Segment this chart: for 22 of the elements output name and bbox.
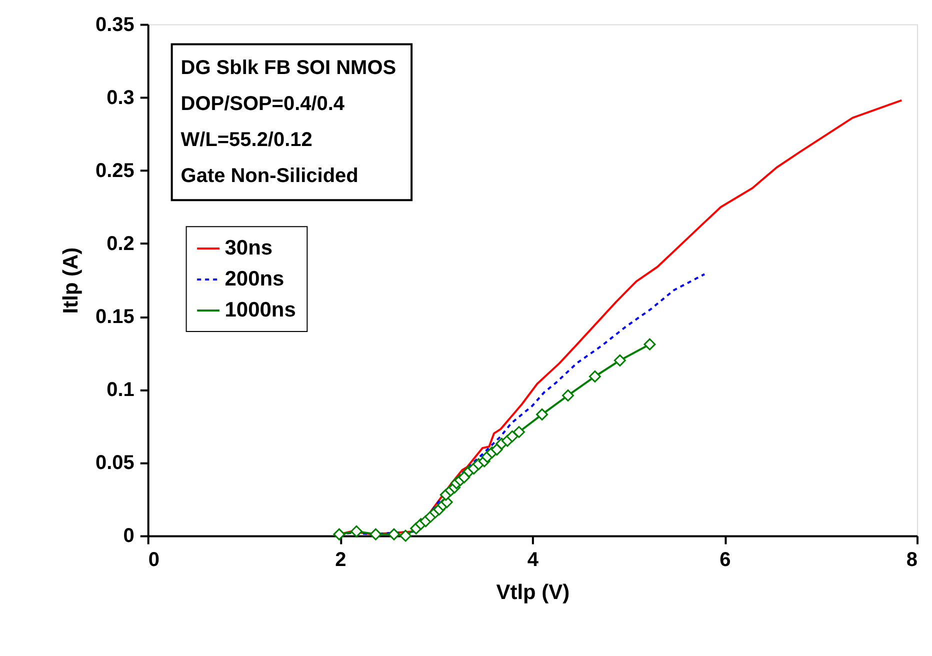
legend-label: 1000ns	[224, 298, 296, 322]
legend-label: 200ns	[224, 268, 284, 291]
annotation: DG Sblk FB SOI NMOS	[180, 57, 396, 80]
annotation: DOP/SOP=0.4/0.4	[180, 93, 345, 116]
annotation: W/L=55.2/0.12	[180, 129, 312, 152]
y-tick-label: 0.35	[95, 14, 134, 36]
y-tick-label: 0.25	[95, 160, 134, 182]
y-tick-label: 0.2	[106, 232, 134, 255]
annotation: Gate Non-Silicided	[180, 165, 358, 188]
x-tick-label: 6	[720, 549, 731, 572]
x-axis-title: Vtlp (V)	[496, 581, 570, 604]
x-tick-label: 2	[335, 549, 346, 572]
legend-label: 30ns	[224, 236, 273, 260]
x-tick-label: 8	[906, 549, 918, 572]
x-tick-label: 4	[527, 549, 538, 572]
y-tick-label: 0.15	[95, 306, 134, 328]
y-axis-title: Itlp (A)	[59, 247, 82, 314]
y-tick-label: 0.1	[106, 379, 134, 402]
y-tick-label: 0.3	[106, 86, 134, 109]
x-tick-label: 0	[148, 549, 160, 572]
y-tick-label: 0.05	[95, 452, 134, 474]
y-tick-label: 0	[123, 525, 134, 548]
